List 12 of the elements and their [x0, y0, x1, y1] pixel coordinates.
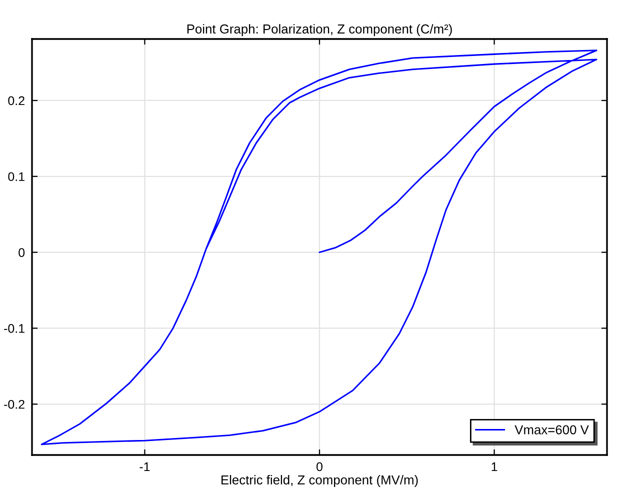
y-tick-label: 0 [18, 248, 25, 257]
chart-title: Point Graph: Polarization, Z component (C/m²) [187, 24, 452, 36]
y-tick-label: -0.1 [4, 324, 24, 333]
y-tick-label: 0.1 [8, 172, 24, 182]
y-tick-label: -0.2 [4, 400, 24, 409]
legend-label: Vmax=600 V [514, 425, 589, 434]
x-tick-label: 1 [492, 462, 498, 472]
x-tick-label: 0 [316, 462, 322, 472]
x-tick-label: -1 [140, 462, 150, 472]
x-axis-title: Electric field, Z component (MV/m) [222, 474, 418, 488]
line-series [40, 50, 598, 446]
y-tick-label: 0.2 [8, 96, 24, 106]
